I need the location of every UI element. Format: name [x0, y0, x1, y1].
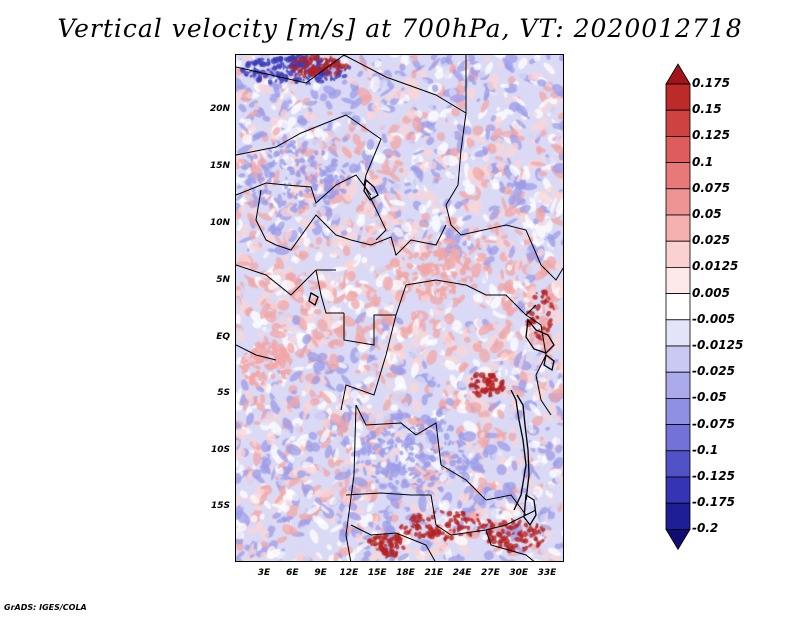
colorbar-segment — [665, 371, 691, 399]
colorbar-tick-label: -0.125 — [692, 469, 735, 483]
colorbar-segment — [665, 136, 691, 164]
colorbar-segment — [665, 450, 691, 478]
lat-label: EQ — [216, 332, 230, 342]
colorbar-tick-label: 0.025 — [692, 233, 730, 248]
lat-label: 15N — [209, 161, 230, 171]
colorbar-segment — [665, 240, 691, 268]
colorbar-tick-label: -0.2 — [692, 521, 719, 536]
lon-label: 27E — [481, 568, 500, 578]
colorbar-tick-label: -0.075 — [692, 416, 735, 431]
colorbar-tick-label: -0.0125 — [692, 338, 744, 352]
lon-label: 6E — [286, 568, 299, 578]
colorbar-tick-label: 0.175 — [692, 76, 730, 90]
lon-label: 3E — [257, 568, 271, 578]
colorbar — [665, 63, 691, 551]
lon-label: 18E — [396, 568, 415, 578]
colorbar-segment — [665, 162, 691, 190]
lon-label: 33E — [537, 568, 557, 578]
colorbar-tick-label: 0.125 — [692, 128, 730, 143]
colorbar-segment — [665, 266, 691, 294]
colorbar-segment — [665, 345, 691, 373]
colorbar-segment — [665, 502, 691, 530]
colorbar-tick-label: 0.1 — [692, 154, 714, 169]
colorbar-tick-label: -0.025 — [692, 364, 735, 379]
map-panel — [235, 54, 564, 562]
lon-label: 30E — [509, 568, 529, 578]
colorbar-segment — [665, 319, 691, 347]
colorbar-segment — [665, 214, 691, 242]
lat-label: 10N — [209, 218, 230, 228]
colorbar-tick-label: -0.1 — [692, 442, 719, 457]
colorbar-tick-label: 0.15 — [692, 102, 722, 117]
colorbar-tick-label: -0.05 — [692, 390, 727, 405]
country-borders — [236, 55, 563, 561]
colorbar-tick-label: 0.005 — [692, 285, 730, 300]
colorbar-segment — [665, 397, 691, 425]
lon-label: 24E — [452, 568, 472, 578]
colorbar-tick-label: 0.075 — [692, 180, 730, 195]
colorbar-segment — [665, 188, 691, 216]
colorbar-segment — [665, 109, 691, 137]
colorbar-segment — [665, 528, 691, 551]
colorbar-tick-label: 0.05 — [692, 207, 722, 221]
lat-label: 5S — [217, 388, 230, 398]
lon-label: 15E — [367, 568, 387, 578]
lat-label: 15S — [210, 501, 230, 511]
colorbar-segment — [665, 293, 691, 321]
colorbar-segment — [665, 476, 691, 504]
colorbar-tick-label: -0.175 — [692, 495, 735, 510]
lat-label: 10S — [210, 445, 230, 455]
colorbar-segment — [665, 424, 691, 452]
footer-credit: GrADS: IGES/COLA — [4, 603, 87, 612]
colorbar-segment — [665, 83, 691, 111]
lat-label: 5N — [216, 275, 230, 285]
colorbar-tick-label: -0.005 — [692, 311, 735, 326]
colorbar-segment — [665, 63, 691, 85]
lon-label: 21E — [424, 568, 444, 578]
lon-label: 12E — [339, 568, 359, 578]
colorbar-tick-label: 0.0125 — [692, 259, 739, 274]
map-title: Vertical velocity [m/s] at 700hPa, VT: 2… — [57, 14, 743, 43]
lat-label: 20N — [209, 104, 230, 114]
lon-label: 9E — [314, 568, 327, 578]
